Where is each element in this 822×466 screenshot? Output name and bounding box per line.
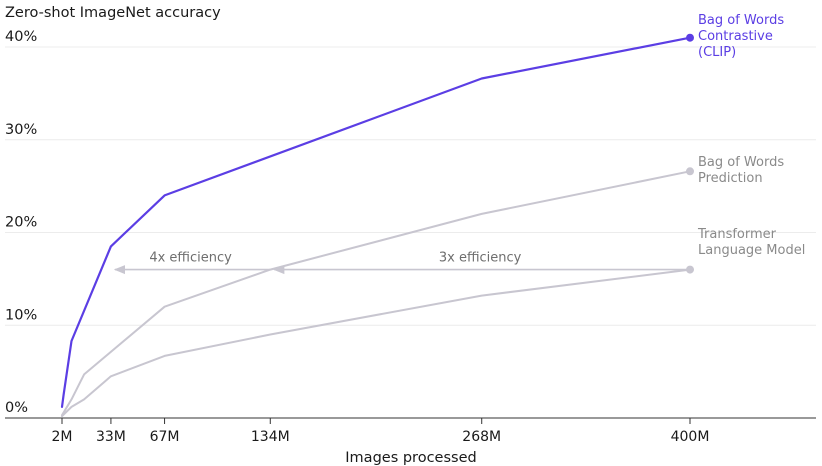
series-line [61, 170, 691, 417]
y-tick-label: 30% [5, 122, 37, 138]
series-endpoint [686, 265, 694, 274]
series-endpoint [686, 33, 694, 42]
x-tick-label: 134M [251, 429, 290, 445]
axes: 0% 10% 20% 30% 40% 2M 33M 67M 134M 268M 400M [5, 29, 816, 445]
x-tick-label: 268M [462, 429, 501, 445]
x-tick-label: 67M [150, 429, 180, 445]
series-label: Transformer [697, 227, 777, 242]
x-tick-label: 33M [96, 429, 126, 445]
x-tick-label: 2M [52, 429, 73, 445]
annotations: 4x efficiency 3x efficiency [113, 251, 690, 275]
series-label: (CLIP) [698, 45, 736, 60]
series-endpoint [686, 167, 694, 176]
y-tick-label: 0% [5, 400, 28, 416]
efficiency-label: 4x efficiency [149, 251, 232, 266]
series-label: Contrastive [698, 29, 773, 44]
y-axis-title: Zero-shot ImageNet accuracy [5, 5, 221, 21]
series-line [61, 268, 691, 418]
series-label: Language Model [698, 243, 805, 258]
y-tick-label: 20% [5, 215, 37, 231]
series-lines [60, 33, 694, 418]
series-label: Bag of Words [698, 155, 784, 170]
y-tick-label: 10% [5, 307, 37, 323]
efficiency-label: 3x efficiency [439, 251, 522, 266]
series-label: Prediction [698, 171, 763, 186]
series-line [60, 36, 692, 408]
x-tick-label: 400M [671, 429, 710, 445]
x-axis-title: Images processed [345, 450, 476, 466]
y-tick-label: 40% [5, 29, 37, 45]
series-label: Bag of Words [698, 13, 784, 28]
grid [5, 46, 816, 326]
